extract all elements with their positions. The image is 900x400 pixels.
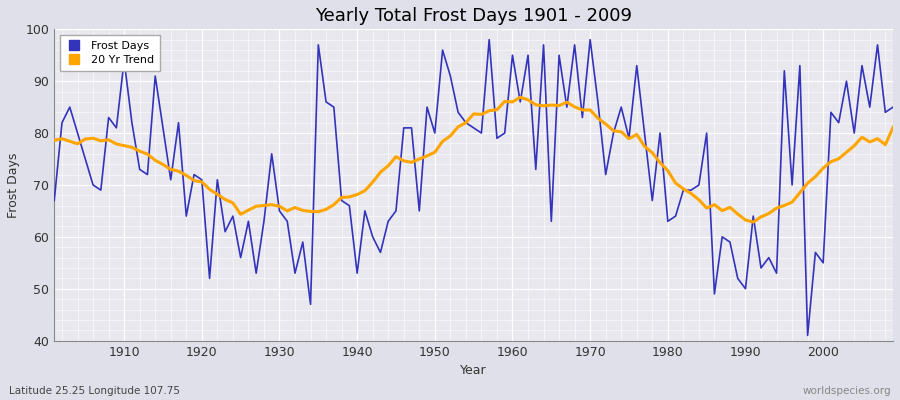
- 20 Yr Trend: [608, 128, 619, 133]
- 20 Yr Trend: [515, 95, 526, 100]
- Frost Days: [507, 53, 517, 58]
- Y-axis label: Frost Days: Frost Days: [7, 152, 20, 218]
- Frost Days: [484, 37, 495, 42]
- 20 Yr Trend: [49, 138, 59, 143]
- Frost Days: [328, 105, 339, 110]
- Legend: Frost Days, 20 Yr Trend: Frost Days, 20 Yr Trend: [59, 35, 159, 71]
- Frost Days: [608, 131, 619, 136]
- Line: 20 Yr Trend: 20 Yr Trend: [54, 97, 893, 222]
- 20 Yr Trend: [887, 125, 898, 130]
- X-axis label: Year: Year: [460, 364, 487, 377]
- 20 Yr Trend: [500, 99, 510, 104]
- 20 Yr Trend: [282, 208, 292, 213]
- Frost Days: [49, 198, 59, 203]
- Frost Days: [282, 219, 292, 224]
- Frost Days: [887, 105, 898, 110]
- Text: worldspecies.org: worldspecies.org: [803, 386, 891, 396]
- Frost Days: [802, 333, 813, 338]
- Frost Days: [111, 126, 122, 130]
- 20 Yr Trend: [507, 100, 517, 104]
- Frost Days: [515, 100, 526, 104]
- Text: Latitude 25.25 Longitude 107.75: Latitude 25.25 Longitude 107.75: [9, 386, 180, 396]
- 20 Yr Trend: [748, 220, 759, 224]
- 20 Yr Trend: [111, 142, 122, 146]
- Line: Frost Days: Frost Days: [54, 40, 893, 336]
- 20 Yr Trend: [328, 202, 339, 207]
- Title: Yearly Total Frost Days 1901 - 2009: Yearly Total Frost Days 1901 - 2009: [315, 7, 632, 25]
